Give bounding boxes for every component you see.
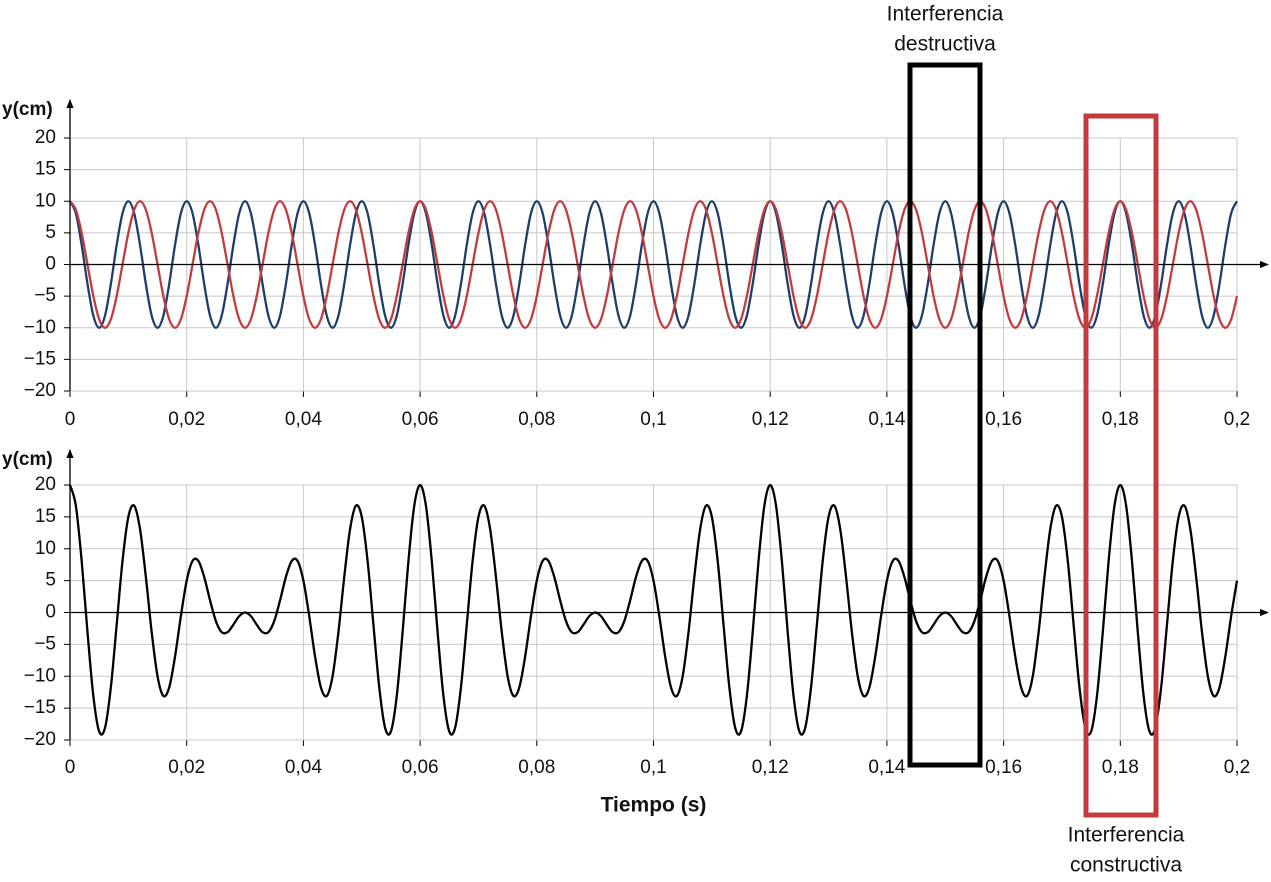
x-tick-label: 0,16	[985, 409, 1022, 430]
y-tick-label: 10	[35, 190, 56, 211]
y-tick-label: 0	[45, 254, 56, 275]
annotation: Interferencia	[887, 3, 1004, 26]
x-tick-label: 0,2	[1224, 757, 1250, 778]
y-tick-label: 10	[35, 538, 56, 559]
y-tick-label: 20	[35, 474, 56, 495]
x-tick-label: 0,04	[285, 757, 322, 778]
x-tick-label: 0,1	[640, 409, 666, 430]
x-tick-label: 0,06	[402, 757, 439, 778]
y-tick-label: −10	[24, 317, 56, 338]
constructive-box	[1083, 113, 1159, 818]
x-tick-label: 0,02	[168, 409, 205, 430]
x-tick-label: 0,02	[168, 757, 205, 778]
annotation: destructiva	[894, 33, 996, 56]
x-tick-label: 0,18	[1102, 409, 1139, 430]
x-tick-label: 0	[65, 757, 76, 778]
series-line	[68, 483, 1239, 736]
y-tick-label: −20	[24, 729, 56, 750]
y-axis-label: y(cm)	[2, 99, 53, 120]
y-tick-label: −5	[34, 633, 56, 654]
x-tick-label: 0,2	[1224, 409, 1250, 430]
destructive-box	[907, 62, 983, 768]
y-axis-label: y(cm)	[2, 449, 53, 470]
x-tick-label: 0,12	[752, 409, 789, 430]
y-tick-label: 5	[45, 570, 56, 591]
y-tick-label: −20	[24, 380, 56, 401]
x-tick-label: 0,16	[985, 757, 1022, 778]
x-tick-label: 0,06	[402, 409, 439, 430]
y-tick-label: 15	[35, 506, 56, 527]
x-tick-label: 0,18	[1102, 757, 1139, 778]
y-tick-label: 5	[45, 222, 56, 243]
annotation: Interferencia	[1068, 824, 1185, 847]
y-tick-label: −15	[24, 348, 56, 369]
x-tick-label: 0,08	[518, 757, 555, 778]
y-tick-label: −15	[24, 697, 56, 718]
x-tick-label: 0,1	[640, 757, 666, 778]
y-tick-label: −10	[24, 665, 56, 686]
annotation: constructiva	[1070, 854, 1182, 877]
x-tick-label: 0,04	[285, 409, 322, 430]
x-tick-label: 0,14	[868, 409, 905, 430]
x-tick-label: 0,14	[868, 757, 905, 778]
x-axis-label: Tiempo (s)	[601, 794, 707, 817]
x-tick-label: 0,08	[518, 409, 555, 430]
plots: 0 0,02 0,04 0,06 0,08 0,1 0,12 0,14 0,16 0,18 0,2 −…	[2, 99, 1269, 817]
x-tick-label: 0,12	[752, 757, 789, 778]
y-tick-label: −5	[34, 285, 56, 306]
x-tick-label: 0	[65, 409, 76, 430]
y-tick-label: 0	[45, 602, 56, 623]
series-line	[68, 200, 1239, 329]
series-line	[69, 200, 1239, 329]
y-tick-label: 15	[35, 159, 56, 180]
y-tick-label: 20	[35, 127, 56, 148]
